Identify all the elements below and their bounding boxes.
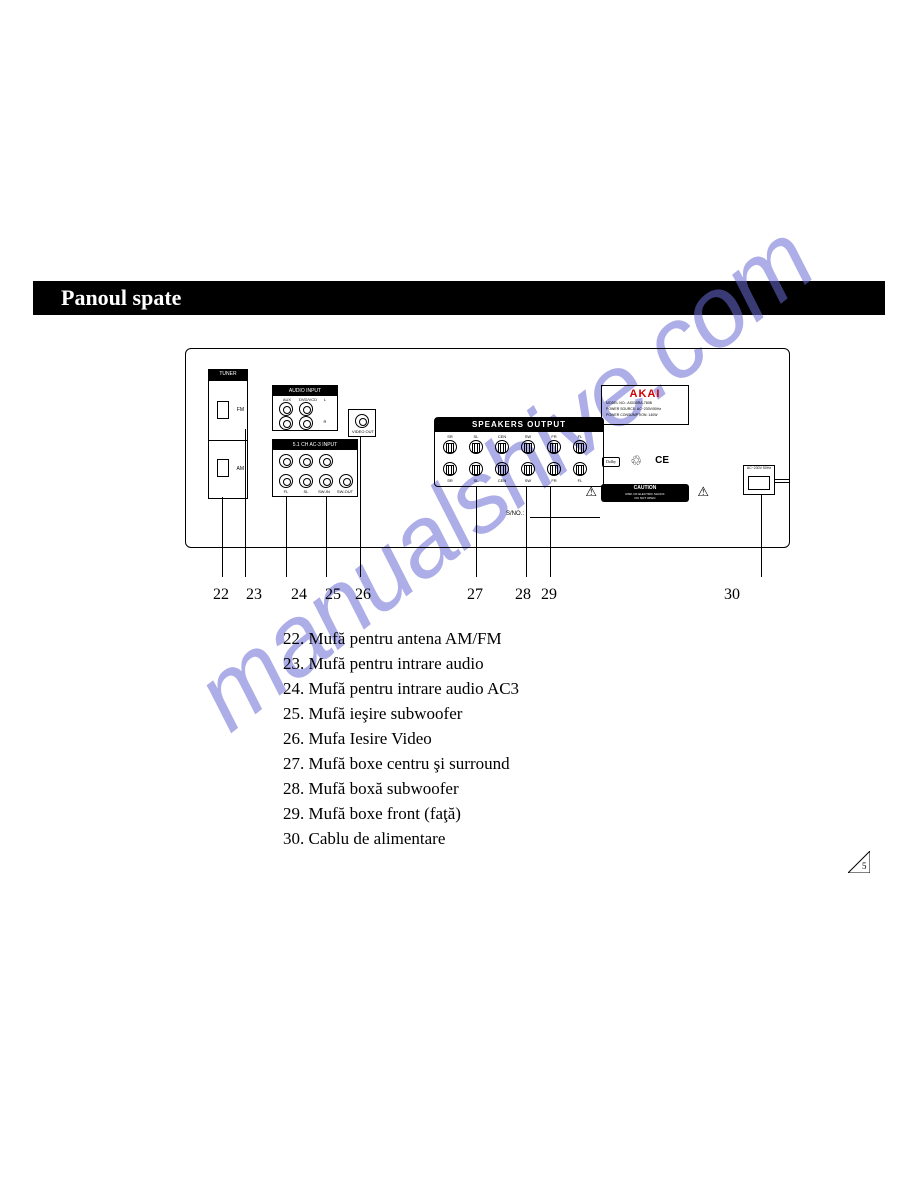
spk-label: CEN [495, 434, 509, 439]
jack-icon [339, 474, 353, 488]
ac3-input-header: 5.1 CH AC-3 INPUT [273, 440, 357, 450]
legend-item-27: 27. Mufă boxe centru şi surround [283, 751, 519, 776]
tuner-fm-label: FM [237, 407, 244, 413]
video-out-label: VIDEO OUT [349, 429, 377, 434]
callout-24: 24 [291, 586, 307, 604]
spk-label: FL [573, 434, 587, 439]
caution-box: CAUTION RISK OF ELECTRIC SHOCK DO NOT OP… [601, 484, 689, 502]
callout-22: 22 [213, 586, 229, 604]
speakers-header: SPEAKERS OUTPUT [435, 418, 603, 432]
shock-triangle-icon: ⚠ [697, 484, 709, 500]
audio-input-header: AUDIO INPUT [273, 386, 337, 396]
jack-icon [355, 414, 369, 428]
callout-29: 29 [541, 586, 557, 604]
power-label: AC~230V 50Hz [744, 466, 774, 470]
spk-label: FR [547, 434, 561, 439]
ac3-input-section: 5.1 CH AC-3 INPUT FL SL SW-IN SW-OUT [272, 439, 358, 497]
speaker-terminal-icon [469, 440, 483, 454]
tuner-body: FM AM [208, 380, 248, 499]
speaker-terminal-icon [521, 440, 535, 454]
power-inlet-icon [748, 476, 770, 490]
speaker-terminal-icon [469, 462, 483, 476]
dolby-icon: Dolby [602, 457, 620, 467]
power-inlet-box: AC~230V 50Hz [743, 465, 775, 495]
spk-label: FR [547, 478, 561, 483]
tuner-header: TUNER [208, 369, 248, 380]
caution-sub2: DO NOT OPEN [601, 496, 689, 500]
jack-icon [299, 474, 313, 488]
callout-28: 28 [515, 586, 531, 604]
jack-icon [319, 474, 333, 488]
brand-logo: AKAI [602, 388, 688, 400]
legend-item-30: 30. Cablu de alimentare [283, 826, 519, 851]
jack-label: R [321, 419, 329, 424]
legend-item-29: 29. Mufă boxe front (faţă) [283, 801, 519, 826]
callout-30: 30 [724, 586, 740, 604]
speaker-terminal-icon [547, 440, 561, 454]
legend-item-24: 24. Mufă pentru intrare audio AC3 [283, 676, 519, 701]
callout-26: 26 [355, 586, 371, 604]
tuner-am-label: AM [237, 466, 245, 472]
speaker-terminal-icon [547, 462, 561, 476]
legend-item-26: 26. Mufa Iesire Video [283, 726, 519, 751]
jack-label: FL [279, 489, 293, 494]
callout-23: 23 [246, 586, 262, 604]
jack-label: L [321, 397, 329, 402]
speaker-terminal-icon [443, 440, 457, 454]
jack-icon [319, 454, 333, 468]
section-header: Panoul spate [33, 281, 885, 315]
legend-item-23: 23. Mufă pentru intrare audio [283, 651, 519, 676]
page-corner-icon: 5 [848, 851, 870, 873]
speaker-terminal-icon [521, 462, 535, 476]
callout-25: 25 [325, 586, 341, 604]
speaker-terminal-icon [495, 440, 509, 454]
jack-icon [299, 402, 313, 416]
jack-icon [279, 402, 293, 416]
consumption-line: POWER CONSUMPTION: 140W [602, 412, 688, 418]
legend-list: 22. Mufă pentru antena AM/FM 23. Mufă pe… [283, 626, 519, 851]
spk-label: CEN [495, 478, 509, 483]
power-cord-icon [775, 479, 790, 483]
jack-icon [279, 474, 293, 488]
jack-label: SW-IN [315, 489, 333, 494]
callout-27: 27 [467, 586, 483, 604]
legend-item-25: 25. Mufă ieşire subwoofer [283, 701, 519, 726]
jack-icon [299, 416, 313, 430]
serial-number-label: S/NO.: [506, 511, 524, 517]
jack-label: SW-OUT [335, 489, 355, 494]
spk-label: SW [521, 434, 535, 439]
jack-icon [279, 416, 293, 430]
spk-label: SR [443, 434, 457, 439]
ce-mark: CE [655, 455, 669, 466]
recycle-icon: ♲ [630, 453, 642, 469]
legend-item-28: 28. Mufă boxă subwoofer [283, 776, 519, 801]
speaker-terminal-icon [573, 440, 587, 454]
legend-item-22: 22. Mufă pentru antena AM/FM [283, 626, 519, 651]
audio-input-section: AUDIO INPUT AUX DVD/VCD L R [272, 385, 338, 431]
warning-triangle-icon: ⚠ [585, 484, 597, 500]
brand-label-box: AKAI MODEL NO.: AS030RA-780B POWER SOURC… [601, 385, 689, 425]
speakers-output-section: SPEAKERS OUTPUT SR SL CEN SW FR FL SR SL… [434, 417, 604, 487]
video-out-section: VIDEO OUT [348, 409, 376, 437]
spk-label: SL [469, 478, 483, 483]
serial-number-line [530, 517, 600, 518]
page-number: 5 [862, 861, 867, 871]
spk-label: SL [469, 434, 483, 439]
spk-label: SW [521, 478, 535, 483]
speaker-terminal-icon [495, 462, 509, 476]
jack-label: SL [299, 489, 313, 494]
tuner-section: TUNER FM AM [208, 369, 248, 499]
caution-title: CAUTION [601, 484, 689, 492]
jack-icon [279, 454, 293, 468]
rear-panel-diagram: TUNER FM AM AUDIO INPUT AUX DVD/VCD L R … [185, 348, 790, 548]
jack-icon [299, 454, 313, 468]
spk-label: SR [443, 478, 457, 483]
spk-label: FL [573, 478, 587, 483]
speaker-terminal-icon [443, 462, 457, 476]
speaker-terminal-icon [573, 462, 587, 476]
